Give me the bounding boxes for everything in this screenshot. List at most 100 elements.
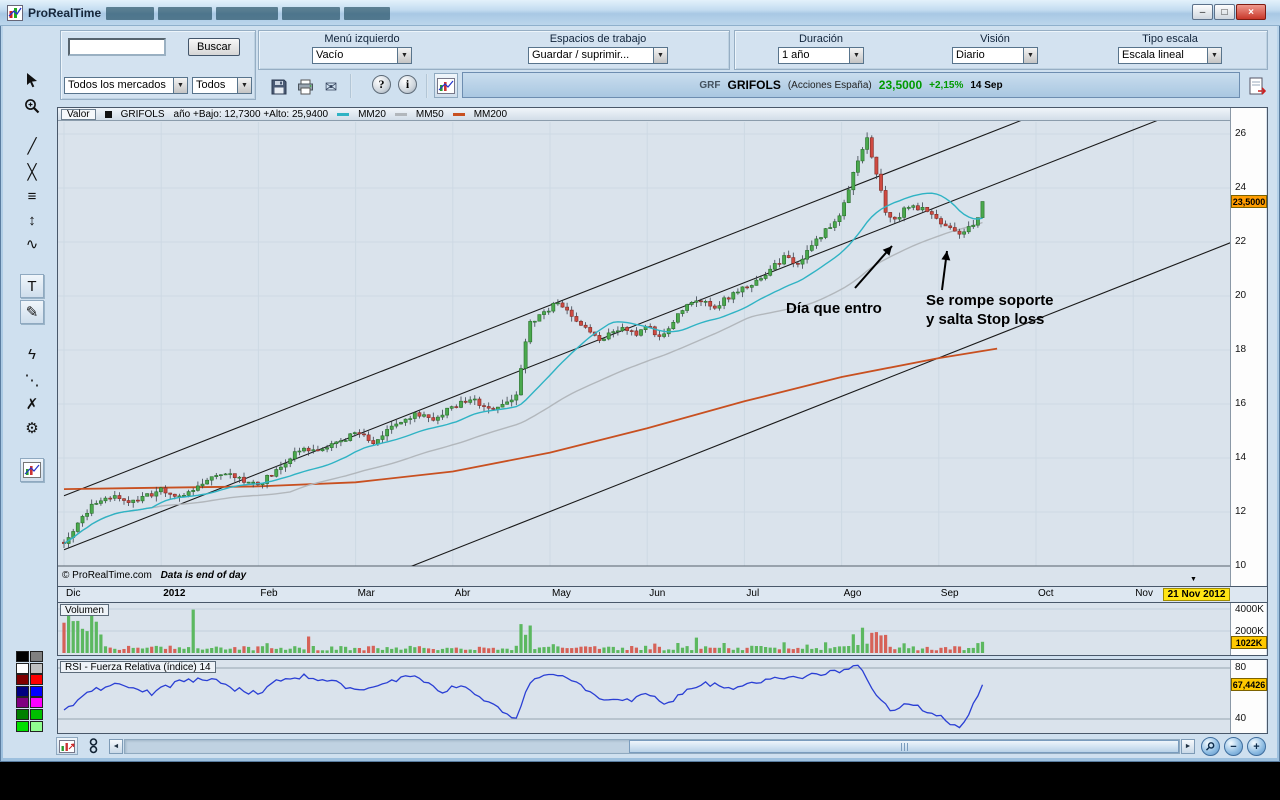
print-button[interactable] — [294, 76, 316, 98]
scrollbar-thumb[interactable] — [629, 740, 1179, 753]
vertical-line-tool[interactable]: ↕ — [28, 211, 36, 229]
settings-tool[interactable]: ⚙ — [25, 420, 39, 437]
price-tick: 14 — [1235, 452, 1247, 463]
color-swatch[interactable] — [16, 662, 29, 674]
last-price-tag: 23,5000 — [1231, 195, 1267, 208]
color-swatch[interactable] — [30, 697, 43, 709]
market-select[interactable]: Todos los mercados ▼ — [64, 77, 188, 94]
desktop-background — [0, 762, 1280, 800]
color-swatch[interactable] — [16, 685, 29, 697]
duration-select[interactable]: 1 año ▼ — [778, 47, 864, 64]
maximize-button[interactable]: □ — [1214, 4, 1235, 20]
rsi-axis[interactable]: 67,4426 80 40 — [1230, 660, 1267, 733]
info-button[interactable]: i — [398, 75, 417, 94]
line-tool[interactable]: ╱ — [27, 138, 37, 155]
left-menu-label: Menú izquierdo — [324, 33, 400, 45]
pointer-tool[interactable] — [20, 68, 44, 92]
price-tick: 20 — [1235, 290, 1247, 301]
note-tool[interactable]: ✎ — [20, 300, 44, 324]
zoom-tool[interactable] — [20, 94, 44, 118]
vision-select[interactable]: Diario ▼ — [952, 47, 1038, 64]
color-swatch[interactable] — [30, 720, 43, 732]
indicator-tool[interactable] — [20, 458, 44, 482]
svg-text:y salta Stop loss: y salta Stop loss — [926, 311, 1044, 328]
chart-properties-button[interactable] — [434, 73, 458, 98]
volume-title[interactable]: Volumen — [60, 604, 109, 616]
axis-cursor-icon: ▼ — [1190, 576, 1197, 583]
search-button[interactable]: Buscar — [188, 38, 241, 56]
new-chart-button[interactable] — [56, 737, 78, 755]
zoom-out-button[interactable]: − — [1224, 737, 1243, 756]
color-swatch[interactable] — [16, 720, 29, 732]
dropdown-arrow-icon: ▼ — [237, 78, 251, 93]
email-button[interactable]: ✉ — [320, 76, 342, 98]
question-icon: ? — [378, 77, 385, 91]
legend-mm50: MM50 — [415, 108, 444, 120]
chart-legend: Valor GRIFOLS año +Bajo: 12,7300 +Alto: … — [58, 108, 1230, 121]
points-tool[interactable]: ⋱ — [24, 372, 40, 389]
rsi-title[interactable]: RSI - Fuerza Relativa (índice) 14 — [60, 661, 216, 673]
zigzag-tool[interactable]: ϟ — [28, 345, 36, 363]
svg-text:Se rompe soporte: Se rompe soporte — [926, 292, 1054, 309]
workspaces-select[interactable]: Guardar / suprimir... ▼ — [528, 47, 668, 64]
rsi-chart-canvas[interactable] — [58, 660, 1230, 733]
price-tick: 24 — [1235, 182, 1247, 193]
data-note: Data is end of day — [160, 570, 247, 581]
scale-type-select[interactable]: Escala lineal ▼ — [1118, 47, 1222, 64]
scroll-left-button[interactable]: ◄ — [109, 739, 123, 754]
drawing-toolbar: ╱ ╳ ≡ ↕ ∿ T ✎ ϟ ⋱ ✗ ⚙ — [3, 30, 58, 735]
app-logo-icon — [7, 5, 23, 21]
scroll-right-button[interactable]: ► — [1181, 739, 1195, 754]
link-charts-button[interactable] — [85, 737, 101, 755]
minimize-button[interactable]: – — [1192, 4, 1213, 20]
search-input[interactable] — [68, 38, 166, 56]
plus-icon: + — [1253, 740, 1260, 753]
instrument-price: 23,5000 — [878, 78, 923, 92]
dropdown-arrow-icon: ▼ — [653, 48, 667, 63]
magnifier-icon: ⚲ — [1203, 739, 1218, 754]
crossed-lines-tool[interactable]: ╳ — [27, 164, 37, 181]
market-filter-select[interactable]: Todos ▼ — [192, 77, 252, 94]
price-chart-canvas[interactable]: Día que entro Se rompe soporte y salta Sto… — [58, 108, 1230, 586]
price-axis[interactable]: 23,5000 26 24 22 20 18 16 14 12 10 — [1230, 108, 1267, 586]
vision-value: Diario — [956, 49, 985, 61]
horizontal-levels-tool[interactable]: ≡ — [27, 187, 37, 205]
detach-window-button[interactable] — [1246, 75, 1268, 97]
left-menu-select[interactable]: Vacío ▼ — [312, 47, 412, 64]
background-window-tab — [158, 7, 212, 20]
zoom-select-button[interactable]: ⚲ — [1201, 737, 1220, 756]
window-titlebar[interactable]: ProRealTime – □ × — [0, 0, 1280, 26]
volume-axis[interactable]: 1022K 4000K 2000K — [1230, 603, 1267, 655]
save-button[interactable] — [268, 76, 290, 98]
color-swatch[interactable] — [30, 674, 43, 686]
x-axis-label: Dic — [66, 588, 81, 599]
legend-valor-tab[interactable]: Valor — [61, 108, 96, 120]
workspaces-value: Guardar / suprimir... — [532, 49, 630, 61]
instrument-code: GRF — [699, 79, 721, 91]
x-axis-label: Oct — [1038, 588, 1054, 599]
zoom-in-button[interactable]: + — [1247, 737, 1266, 756]
time-axis[interactable] — [57, 587, 1268, 602]
color-swatch[interactable] — [30, 709, 43, 720]
color-swatch[interactable] — [16, 709, 29, 720]
color-swatch[interactable] — [16, 651, 29, 662]
help-button[interactable]: ? — [372, 75, 391, 94]
instrument-header: GRF GRIFOLS (Acciones España) 23,5000 +2… — [462, 72, 1240, 98]
color-swatch[interactable] — [30, 662, 43, 674]
volume-chart-canvas[interactable] — [58, 603, 1230, 655]
color-swatch[interactable] — [30, 651, 43, 662]
color-swatch[interactable] — [30, 685, 43, 697]
regression-tool[interactable]: ∿ — [25, 236, 39, 253]
magnifier-icon — [25, 99, 40, 114]
delete-tool[interactable]: ✗ — [25, 396, 39, 413]
market-select-value: Todos los mercados — [68, 79, 166, 91]
color-swatch[interactable] — [16, 674, 29, 686]
workspaces-label: Espacios de trabajo — [549, 33, 647, 45]
text-tool[interactable]: T — [20, 274, 44, 298]
scrollbar-track[interactable] — [124, 739, 1180, 754]
price-tick: 12 — [1235, 506, 1247, 517]
close-button[interactable]: × — [1236, 4, 1266, 20]
color-swatch[interactable] — [16, 697, 29, 709]
rsi-panel[interactable] — [57, 659, 1268, 734]
